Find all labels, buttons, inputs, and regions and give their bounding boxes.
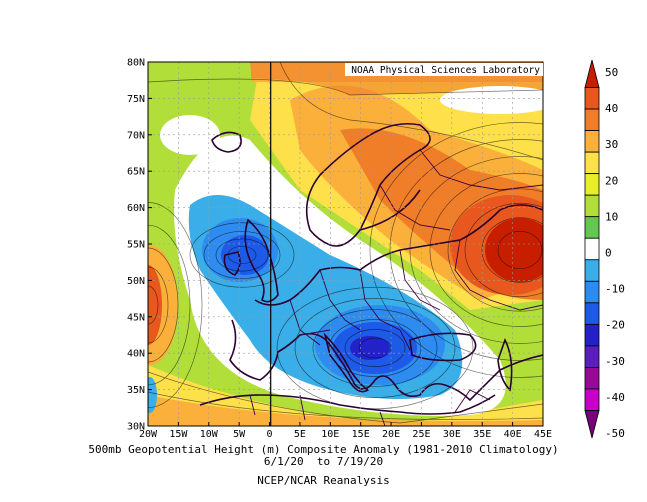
contour (148, 247, 179, 363)
colorbar-swatch (584, 367, 600, 390)
contour (429, 173, 543, 327)
lon-tick-label: 5W (233, 429, 246, 440)
contour (203, 231, 281, 279)
contour (312, 309, 438, 387)
colorbar-swatch (584, 108, 600, 131)
lon-tick-label: 5E (294, 429, 306, 440)
contour (464, 202, 543, 298)
lat-tick-label: 35N (127, 385, 145, 396)
contour-lines (148, 62, 543, 424)
lon-tick-label: 15W (169, 429, 188, 440)
credit-label: NOAA Physical Sciences Laboratory (351, 65, 540, 76)
colorbar-swatch (584, 216, 600, 239)
lat-tick-label: 80N (127, 58, 145, 69)
colorbar-swatch (584, 173, 600, 196)
colorbar-label: 0 (605, 247, 612, 260)
contour (148, 285, 159, 325)
contour (481, 217, 543, 283)
anomaly-field (148, 62, 543, 426)
contour (276, 286, 474, 410)
contour (409, 156, 543, 344)
latitude-labels: 80N 75N 70N 65N 60N 55N 50N 45N 40N 35N 30N (127, 58, 152, 433)
lon-tick-label: 0 (267, 429, 273, 440)
colorbar-label: -30 (605, 355, 625, 368)
colorbar-swatch (584, 302, 600, 325)
colorbar-swatch (584, 237, 600, 261)
lat-tick-label: 65N (127, 167, 145, 178)
colorbar-swatch (584, 151, 600, 175)
caption-dates: 6/1/20 to 7/19/20 (263, 455, 384, 468)
lat-tick-label: 70N (127, 130, 145, 141)
lon-tick-label: 20W (139, 429, 158, 440)
lat-tick-label: 60N (127, 203, 145, 214)
contour (148, 78, 543, 96)
grid-lines (148, 62, 543, 426)
colorbar-swatch (584, 259, 600, 282)
colorbar-label: 20 (605, 174, 618, 187)
contour (148, 391, 543, 420)
caption-title: 500mb Geopotential Height (m) Composite … (88, 443, 559, 456)
lat-tick-label: 40N (127, 349, 145, 360)
contour (189, 222, 295, 288)
lon-tick-label: 45E (534, 429, 552, 440)
lon-tick-label: 25E (412, 429, 430, 440)
contour (148, 202, 203, 408)
colorbar-label: 50 (605, 66, 618, 79)
colorbar-label: 40 (605, 102, 618, 115)
colorbar-swatch (584, 87, 600, 110)
lat-tick-label: 30N (127, 422, 145, 433)
colorbar: 50 40 30 20 10 0 -10 -20 -30 -40 -50 (584, 59, 625, 440)
contour (294, 298, 456, 398)
contour (344, 329, 406, 367)
colorbar-label: -10 (605, 283, 625, 296)
lon-tick-label: 15E (352, 429, 370, 440)
contour (497, 230, 543, 270)
colorbar-swatch (584, 280, 600, 304)
contour (148, 266, 169, 344)
caption-source: NCEP/NCAR Reanalysis (257, 474, 390, 487)
lon-tick-label: 10E (321, 429, 339, 440)
contour (369, 122, 543, 378)
lat-tick-label: 50N (127, 276, 145, 287)
contour (148, 371, 543, 424)
lon-tick-label: 10W (200, 429, 219, 440)
lat-tick-label: 75N (127, 94, 145, 105)
lon-tick-label: 35E (473, 429, 491, 440)
lon-tick-label: 30E (443, 429, 461, 440)
credit-box (345, 63, 543, 76)
longitude-labels: 20W 15W 10W 5W 0 5E 10E 15E 20E 25E 30E 35E 40E 45E (139, 422, 552, 440)
contour (148, 224, 191, 386)
colorbar-swatch (584, 388, 600, 411)
colorbar-label: -50 (605, 427, 625, 440)
lat-tick-label: 55N (127, 240, 145, 251)
contour (215, 238, 269, 272)
colorbar-swatch (584, 59, 600, 88)
colorbar-swatch (584, 130, 600, 153)
colorbar-swatch (584, 410, 600, 439)
lon-tick-label: 40E (504, 429, 522, 440)
colorbar-label: -40 (605, 391, 625, 404)
colorbar-swatch (584, 323, 600, 347)
country-borders (249, 149, 543, 426)
contour (389, 139, 543, 361)
colorbar-label: -20 (605, 319, 625, 332)
colorbar-swatch (584, 194, 600, 218)
contour (447, 188, 543, 312)
colorbar-label: 30 (605, 138, 618, 151)
colorbar-label: 10 (605, 210, 618, 223)
lon-tick-label: 20E (382, 429, 400, 440)
lat-tick-label: 45N (127, 312, 145, 323)
colorbar-swatch (584, 345, 600, 368)
